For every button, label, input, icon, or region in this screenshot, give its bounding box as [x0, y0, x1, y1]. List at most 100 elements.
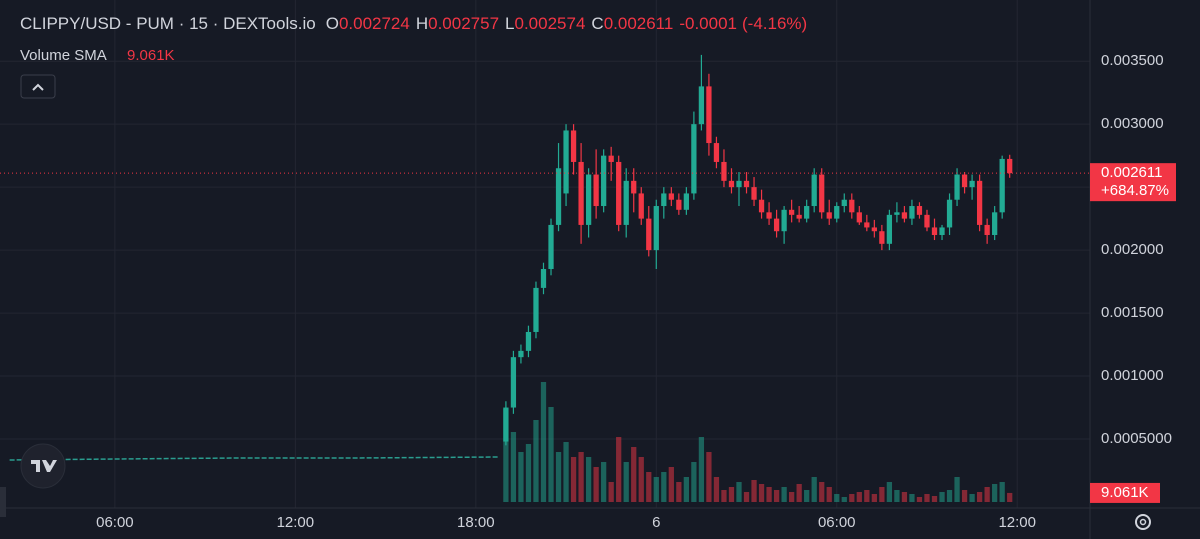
- volume-bar: [653, 477, 659, 502]
- candle-body: [518, 350, 524, 358]
- candle-body: [601, 155, 607, 207]
- volume-bar: [570, 457, 577, 502]
- candle-body: [954, 174, 960, 200]
- candle-body: [916, 206, 923, 215]
- candle-body: [992, 212, 998, 235]
- candle-body: [721, 161, 727, 181]
- volume-bar: [728, 487, 735, 502]
- volume-bar: [623, 462, 629, 502]
- volume-bar: [976, 492, 983, 502]
- y-tick-label: 0.003000: [1101, 115, 1164, 132]
- volume-bar: [676, 482, 682, 502]
- axes: 06:00 12:00 18:00 6 06:00 12:00 0.0005000 0.001…: [96, 52, 1176, 531]
- volume-sma-line: [9, 456, 499, 461]
- settings-icon-center: [1139, 518, 1147, 526]
- settings-button[interactable]: [1135, 514, 1151, 530]
- candle-body: [706, 86, 712, 144]
- x-tick-label: 06:00: [96, 514, 134, 531]
- volume-bar: [698, 437, 705, 502]
- candle-body: [909, 206, 915, 219]
- volume-bar: [841, 497, 847, 502]
- candle-body: [616, 161, 622, 225]
- y-tick-label: 0.003500: [1101, 52, 1164, 69]
- candle-body: [758, 199, 765, 213]
- volume-bar: [931, 496, 938, 502]
- candle-body: [525, 331, 532, 351]
- candle-body: [676, 199, 682, 210]
- candle-body: [976, 180, 983, 225]
- candle-body: [886, 214, 893, 244]
- volume-bar: [706, 452, 712, 502]
- candle-body: [698, 86, 705, 125]
- volume-bar: [766, 487, 772, 502]
- candle-body: [646, 218, 652, 251]
- volume-bar: [510, 432, 517, 502]
- volume-bar: [811, 477, 817, 502]
- candle-body: [608, 155, 614, 162]
- volume-bar: [1007, 492, 1013, 502]
- symbol-title: CLIPPY/USD - PUM · 15 · DEXTools.io: [20, 14, 316, 33]
- volume-bar: [954, 477, 960, 502]
- volume-bar: [668, 467, 674, 502]
- volume-bar: [856, 492, 862, 502]
- logo[interactable]: [20, 443, 66, 489]
- volume-bar: [984, 487, 990, 502]
- candle-body: [871, 227, 877, 232]
- volume-bar: [743, 492, 750, 502]
- candle-body: [773, 218, 780, 232]
- volume-bar: [758, 484, 765, 502]
- volume-bar: [691, 462, 697, 502]
- volume-bar: [864, 490, 870, 502]
- last-volume-tag: [1090, 482, 1160, 503]
- candle-body: [510, 357, 517, 408]
- volume-bar: [939, 492, 945, 502]
- volume-bar: [525, 444, 532, 502]
- volume-bar: [548, 407, 554, 502]
- volume-bar: [593, 467, 599, 502]
- volume-bar: [533, 420, 539, 502]
- candle-body: [796, 214, 802, 219]
- candle-body: [999, 158, 1005, 213]
- candle-body: [804, 206, 810, 219]
- collapse-button[interactable]: [20, 74, 56, 99]
- last-price-change: +684.87%: [1101, 182, 1169, 199]
- candle-body: [826, 212, 832, 219]
- volume-bar: [796, 484, 802, 502]
- candle-body: [819, 174, 825, 213]
- volume-bar: [781, 487, 787, 502]
- candle-body: [593, 174, 599, 207]
- volume-bar: [924, 494, 930, 502]
- volume-bar: [540, 382, 547, 502]
- ohlc-value: 0.002724: [339, 14, 410, 33]
- candle-body: [668, 193, 674, 200]
- volume-bar: [804, 490, 810, 502]
- candle-body: [856, 212, 862, 223]
- candle-body: [653, 206, 659, 251]
- candle-body: [781, 209, 787, 232]
- side-handle[interactable]: [0, 487, 6, 517]
- candle-body: [939, 227, 945, 235]
- volume-bar: [826, 487, 832, 502]
- candle-body: [984, 224, 990, 235]
- candle-body: [743, 180, 750, 188]
- ohlc-label: O: [326, 14, 339, 33]
- ohlc-label: C: [591, 14, 603, 33]
- x-tick-label: 12:00: [277, 514, 315, 531]
- candle-body: [548, 224, 554, 270]
- volume-bar: [909, 494, 915, 502]
- ohlc-value: 0.002757: [428, 14, 499, 33]
- volume-bar: [578, 452, 584, 502]
- candle-body: [766, 212, 772, 219]
- candle-body: [969, 180, 975, 188]
- ohlc-value: 0.002574: [515, 14, 586, 33]
- candle-body: [1007, 158, 1013, 174]
- candle-body: [563, 130, 569, 194]
- candle-body: [638, 193, 644, 219]
- volume-bar: [631, 447, 637, 502]
- candle-body: [946, 199, 953, 228]
- last-price-tag: [1090, 163, 1176, 202]
- volume-bar: [999, 482, 1005, 502]
- candle-body: [789, 209, 795, 215]
- y-tick-label: 0.0005000: [1101, 430, 1172, 447]
- candle-body: [540, 269, 547, 288]
